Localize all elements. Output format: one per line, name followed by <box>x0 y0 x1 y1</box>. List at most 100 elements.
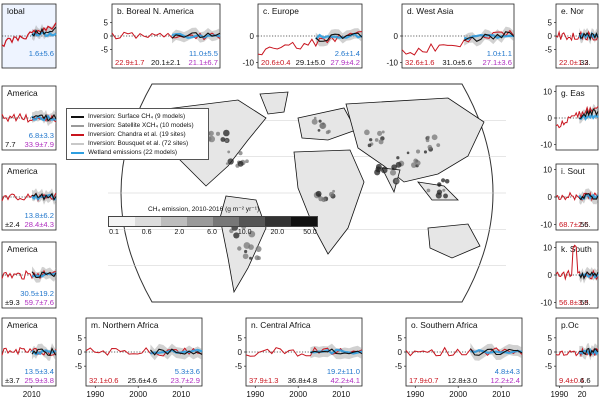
stat-wetland: 30.5±19.2 <box>20 289 54 298</box>
legend-entry: Inversion: Surface CH₄ (9 models) <box>71 112 204 121</box>
panel-svg-p: p.Oc 5 0 -5 1990 20 9.4±0.46.6 <box>545 317 599 399</box>
series-surface-line <box>579 347 599 357</box>
panel-svg-o: o. Southern Africa 5 0 -5 1990 2000 2010 4.8±4.… <box>395 317 523 399</box>
stat-red: 56.8±3.8 <box>559 298 589 307</box>
emission-hotspot <box>215 131 221 136</box>
colorbar-segment <box>239 217 265 226</box>
legend-label: Inversion: Satellite XCH₄ (10 models) <box>88 122 194 129</box>
panel-e: e. Nor 5 0 -5 22.0±1.2 33. <box>534 0 600 72</box>
colorbar-segment <box>213 217 239 226</box>
emission-hotspot <box>315 190 322 197</box>
emission-hotspot <box>319 122 327 130</box>
emission-hotspot <box>364 129 370 136</box>
stat-purple: 42.2±4.1 <box>330 376 360 385</box>
legend-entry: Inversion: Satellite XCH₄ (10 models) <box>71 121 204 130</box>
panel-svg-j: America 30.5±19.2±9.3 59.7±7.6 <box>1 241 57 309</box>
emission-hotspot <box>411 162 417 168</box>
legend-entry: Inversion: Bousquet et al. (72 sites) <box>71 139 204 148</box>
series-chandra-line <box>555 105 599 129</box>
emission-hotspot <box>313 116 317 120</box>
y-tick-label: 0 <box>398 348 403 357</box>
series-surface-line <box>31 271 57 278</box>
panel-l: America 2010 13.5±3.4 ±3.7 25.9±3.8 <box>0 314 58 400</box>
y-tick-label: -10 <box>540 141 552 150</box>
emission-hotspot <box>233 232 240 239</box>
y-tick-label: 0 <box>548 271 553 280</box>
emission-hotspot <box>389 169 397 176</box>
y-tick-label: 5 <box>238 334 243 343</box>
stat-red: 37.9±1.3 <box>249 376 279 385</box>
emission-hotspot <box>431 134 438 141</box>
emission-hotspot <box>374 138 379 142</box>
x-tick-label: 1990 <box>86 390 104 399</box>
continent-africa <box>293 149 365 255</box>
panel-k: k. South 10 0 -10 56.8±3.8 55. <box>534 238 600 312</box>
emission-hotspot <box>249 256 252 260</box>
emission-hotspot <box>367 143 372 148</box>
emission-hotspot <box>391 164 397 170</box>
y-tick-label: 5 <box>548 334 553 343</box>
panel-svg-m: m. Northern Africa 5 0 -5 1990 2000 2010 5.3±3.… <box>75 317 203 399</box>
panel-svg-l: America 2010 13.5±3.4 ±3.7 25.9±3.8 <box>1 317 57 399</box>
panel-svg-e: e. Nor 5 0 -5 22.0±1.233. <box>545 3 599 69</box>
series-chandra-line <box>85 347 203 357</box>
emission-hotspot <box>318 119 322 123</box>
x-tick-label: 2010 <box>492 390 510 399</box>
colorbar-tick-label: 10.0 <box>237 229 252 236</box>
emission-hotspot <box>443 193 448 199</box>
stat-wetland: 2.6±1.4 <box>335 49 360 58</box>
stat-purple: 59.7±7.6 <box>24 298 54 307</box>
stat-red: 20.6±0.4 <box>261 58 291 67</box>
x-tick-label: 1990 <box>406 390 424 399</box>
legend-entry: Inversion: Chandra et al. (19 sites) <box>71 130 204 139</box>
y-tick-label: 5 <box>104 19 109 28</box>
emission-hotspot <box>248 230 256 238</box>
emission-hotspot <box>415 160 421 166</box>
x-tick-label: 1990 <box>246 390 264 399</box>
uncertainty-band <box>310 343 362 360</box>
emission-hotspot <box>426 188 431 193</box>
panel-title: p.Oc <box>561 320 579 330</box>
stat-red: 9.4±0.4 <box>559 376 584 385</box>
emission-hotspot <box>255 245 262 252</box>
panel-svg-b: b. Boreal N. America 5 0 -5 11.0±5.5 22.9±1.7… <box>101 3 221 69</box>
emission-hotspot <box>425 138 430 143</box>
colorbar-tick-label: 2.0 <box>174 229 185 236</box>
legend-swatch <box>71 151 84 154</box>
panel-h: America 13.8±6.2 ±2.4 28.4±4.3 <box>0 160 58 234</box>
emission-hotspot <box>243 242 251 249</box>
series-wetland-line <box>31 114 57 122</box>
continent-greenland <box>259 91 289 115</box>
panel-g: g. Eas 10 0 -10 <box>534 82 600 154</box>
emission-hotspot <box>369 138 373 142</box>
panel-title: i. Sout <box>561 166 585 176</box>
y-tick-label: -5 <box>75 362 83 371</box>
y-tick-label: 0 <box>548 32 553 41</box>
colorbar-label: CH₄ emission, 2010-2016 (g m⁻² yr⁻¹) <box>148 206 260 213</box>
stat-wetland: 19.2±11.0 <box>327 367 360 376</box>
series-surface-line <box>31 26 57 37</box>
panel-p: p.Oc 5 0 -5 1990 20 9.4±0.4 6.6 <box>534 314 600 400</box>
series-wetland-line <box>578 347 599 356</box>
emission-hotspot <box>437 182 442 187</box>
emission-hotspot <box>256 256 261 261</box>
y-tick-label: 10 <box>543 87 552 96</box>
stat-black: ±2.4 <box>5 220 20 229</box>
legend-swatch <box>71 124 84 127</box>
y-tick-label: 0 <box>78 348 83 357</box>
emission-hotspot <box>225 162 229 165</box>
emission-hotspot <box>220 137 226 142</box>
panel-f: America 6.8±3.3 7.7 33.9±7.9 <box>0 82 58 154</box>
stat-black: 31.0±5.6 <box>442 58 472 67</box>
panel-title: America <box>7 320 38 330</box>
legend-label: Inversion: Surface CH₄ (9 models) <box>88 113 186 120</box>
y-tick-label: -10 <box>386 59 398 68</box>
colorbar-ticks: 0.1 0.6 2.0 6.0 10.0 20.0 50.0 <box>108 229 318 239</box>
panel-a: lobal 1.6±5.6 <box>0 0 58 72</box>
series-surface-line <box>578 192 599 201</box>
emission-hotspot <box>406 151 410 155</box>
emission-hotspot <box>332 189 336 193</box>
stat-red: 32.6±1.6 <box>405 58 435 67</box>
stat-wetland: 5.3±3.6 <box>175 367 200 376</box>
panel-b: b. Boreal N. America 5 0 -5 11.0±5.5 22.9±1.7… <box>90 0 222 72</box>
